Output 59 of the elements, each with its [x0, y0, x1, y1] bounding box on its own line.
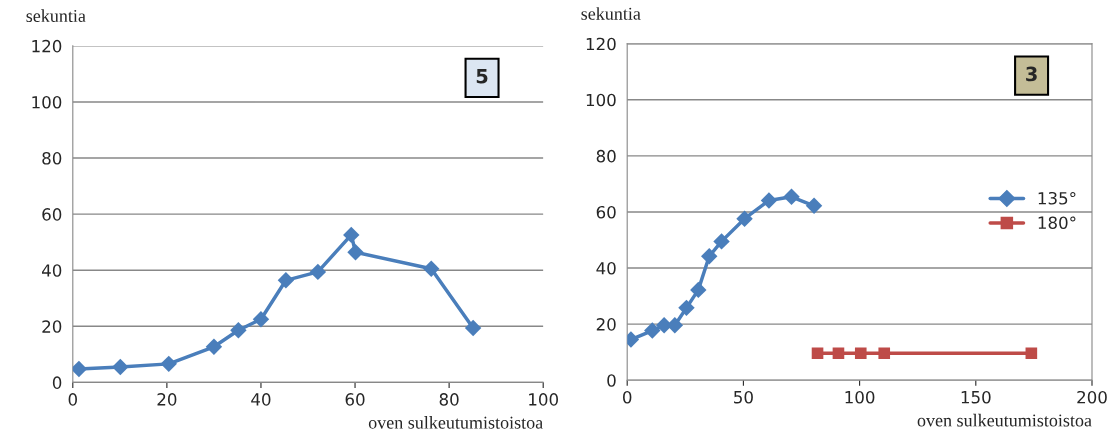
x-tick-label: 150 — [961, 390, 991, 404]
point — [160, 355, 177, 373]
x-tick-label: 100 — [529, 393, 558, 406]
point — [783, 188, 800, 206]
point — [347, 244, 364, 261]
x-tick-label: 100 — [845, 390, 875, 404]
y-axis-title: sekuntia — [26, 9, 86, 23]
y-tick-label: 40 — [41, 264, 62, 277]
y-tick-label: 120 — [32, 39, 62, 53]
x-tick-label: 0 — [623, 390, 632, 404]
y-tick-label: 40 — [596, 261, 616, 275]
annotation: 3 — [1026, 66, 1037, 82]
point — [678, 299, 695, 317]
point — [736, 210, 753, 227]
y-tick-label: 80 — [42, 152, 62, 165]
y-tick-label: 60 — [596, 205, 616, 219]
legend-label: 135° — [1038, 191, 1076, 205]
point — [343, 226, 360, 244]
y-tick-label: 100 — [586, 93, 616, 107]
x-tick-label: 60 — [345, 393, 365, 406]
legend-label: 180° — [1038, 216, 1076, 230]
point — [230, 322, 247, 339]
y-tick-label: 0 — [607, 374, 616, 387]
point — [832, 347, 845, 360]
x-tick-label: 0 — [68, 393, 77, 406]
point — [309, 263, 327, 281]
x-tick-label: 40 — [251, 393, 271, 406]
point — [252, 311, 270, 328]
point — [112, 358, 129, 376]
annotation: 5 — [476, 69, 488, 84]
y-tick-label: 100 — [32, 95, 62, 109]
point — [644, 322, 661, 339]
point — [423, 260, 440, 278]
point — [760, 192, 778, 209]
point — [811, 347, 824, 360]
x-tick-label: 20 — [157, 393, 177, 406]
y-axis-title: sekuntia — [581, 7, 641, 20]
x-tick-label: 200 — [1077, 390, 1107, 404]
x-tick-label: 50 — [734, 390, 753, 404]
point — [854, 347, 867, 360]
y-tick-label: 20 — [596, 318, 616, 331]
x-axis-title: oven sulkeutumistoistoa — [368, 416, 543, 429]
point — [690, 281, 707, 299]
y-tick-label: 20 — [42, 320, 62, 333]
y-tick-label: 120 — [586, 37, 616, 51]
y-tick-label: 80 — [596, 149, 616, 163]
point — [277, 272, 295, 289]
point — [72, 360, 88, 378]
x-tick-label: 80 — [439, 393, 459, 406]
point — [464, 319, 482, 337]
x-axis-title: oven sulkeutumistoistoa — [917, 413, 1092, 427]
point — [701, 248, 718, 265]
y-tick-label: 0 — [52, 376, 62, 389]
point — [205, 338, 223, 355]
point — [878, 347, 891, 360]
point — [713, 233, 730, 250]
y-tick-label: 60 — [42, 208, 62, 221]
point — [1025, 347, 1038, 360]
point — [805, 197, 823, 214]
